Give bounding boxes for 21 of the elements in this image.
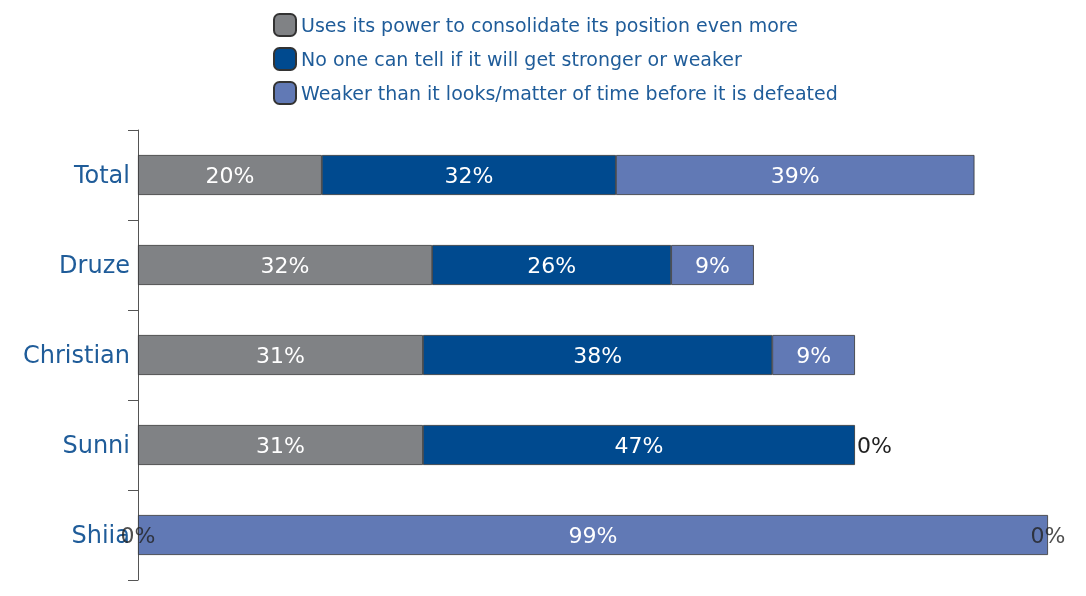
data-label: 26%: [527, 252, 577, 278]
data-label: 47%: [614, 432, 664, 458]
y-tick-label: Sunni: [62, 431, 130, 459]
legend-label: Weaker than it looks/matter of time before it is defeated: [301, 82, 838, 104]
data-label: 39%: [770, 162, 820, 188]
y-tick-label: Druze: [59, 251, 130, 279]
legend-label: Uses its power to consolidate its position even more: [301, 14, 798, 36]
data-label: 99%: [568, 522, 618, 548]
data-label: 38%: [573, 342, 623, 368]
data-label: 9%: [695, 252, 730, 278]
y-tick-label: Total: [72, 161, 130, 189]
y-tick-label: Christian: [22, 341, 130, 369]
data-label: 31%: [256, 342, 305, 368]
legend-label: No one can tell if it will get stronger or weaker: [301, 48, 742, 70]
data-label: 32%: [444, 162, 494, 188]
data-label: 31%: [256, 432, 305, 458]
annotation: 0%: [1030, 522, 1066, 548]
data-label: 9%: [796, 342, 832, 368]
data-label: 20%: [205, 162, 255, 188]
data-label: 0%: [856, 432, 892, 458]
data-label: 32%: [260, 252, 310, 278]
